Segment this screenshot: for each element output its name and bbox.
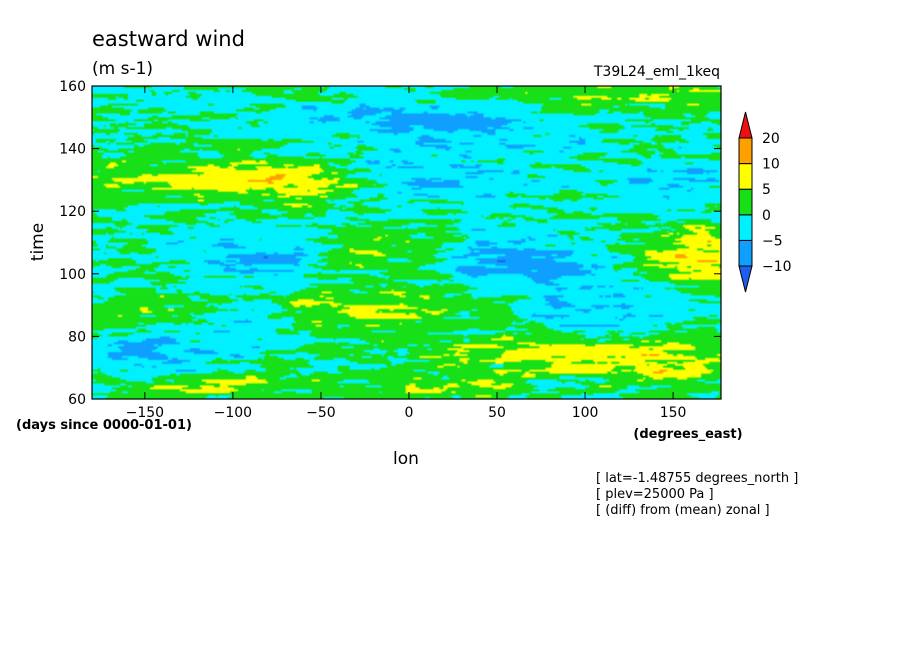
chart-title: eastward wind	[92, 27, 245, 51]
x-tick-label: −150	[126, 405, 164, 421]
colorbar-label: 0	[762, 208, 771, 224]
x-axis: −150 −100 −50 0 50 100 150	[126, 86, 687, 421]
colorbar-bin	[738, 188, 753, 216]
annotation-plev: [ plev=25000 Pa ]	[596, 487, 714, 502]
run-label: T39L24_eml_1keq	[593, 64, 720, 80]
heatmap-field	[92, 86, 721, 399]
y-tick-label: 160	[59, 79, 86, 95]
annotation-block: [ lat=-1.48755 degrees_north ] [ plev=25…	[596, 471, 798, 518]
x-tick-label: 100	[572, 405, 599, 421]
x-tick-label: 50	[488, 405, 506, 421]
annotation-diff: [ (diff) from (mean) zonal ]	[596, 503, 770, 518]
y-units-label: (days since 0000-01-01)	[16, 418, 192, 433]
colorbar-extend-top	[738, 111, 753, 139]
colorbar: −10 −5 0 5 10 20	[738, 111, 792, 293]
colorbar-bin	[738, 214, 753, 241]
y-axis-label: time	[28, 223, 48, 261]
plot-area	[91, 85, 722, 400]
chart-units: (m s-1)	[92, 59, 153, 79]
plot-frame	[91, 85, 722, 400]
y-tick-label: 100	[59, 267, 86, 283]
colorbar-label: 20	[762, 131, 780, 147]
y-tick-label: 60	[68, 392, 86, 408]
colorbar-bin	[738, 163, 753, 190]
colorbar-label: 10	[762, 157, 780, 173]
colorbar-extend-bottom	[738, 265, 753, 293]
x-axis-label: lon	[393, 449, 419, 469]
colorbar-label: −10	[762, 259, 792, 275]
colorbar-bin	[738, 239, 753, 267]
y-tick-label: 140	[59, 142, 86, 158]
x-tick-label: 0	[405, 405, 414, 421]
y-tick-label: 120	[59, 204, 86, 220]
colorbar-bin	[738, 137, 753, 165]
colorbar-label: 5	[762, 182, 771, 198]
x-tick-label: −50	[306, 405, 336, 421]
x-tick-label: 150	[660, 405, 687, 421]
y-axis: 60 80 100 120 140 160	[59, 79, 721, 408]
colorbar-label: −5	[762, 233, 783, 249]
x-units-label: (degrees_east)	[633, 427, 742, 442]
annotation-lat: [ lat=-1.48755 degrees_north ]	[596, 471, 798, 486]
y-tick-label: 80	[68, 329, 86, 345]
x-tick-label: −100	[214, 405, 252, 421]
